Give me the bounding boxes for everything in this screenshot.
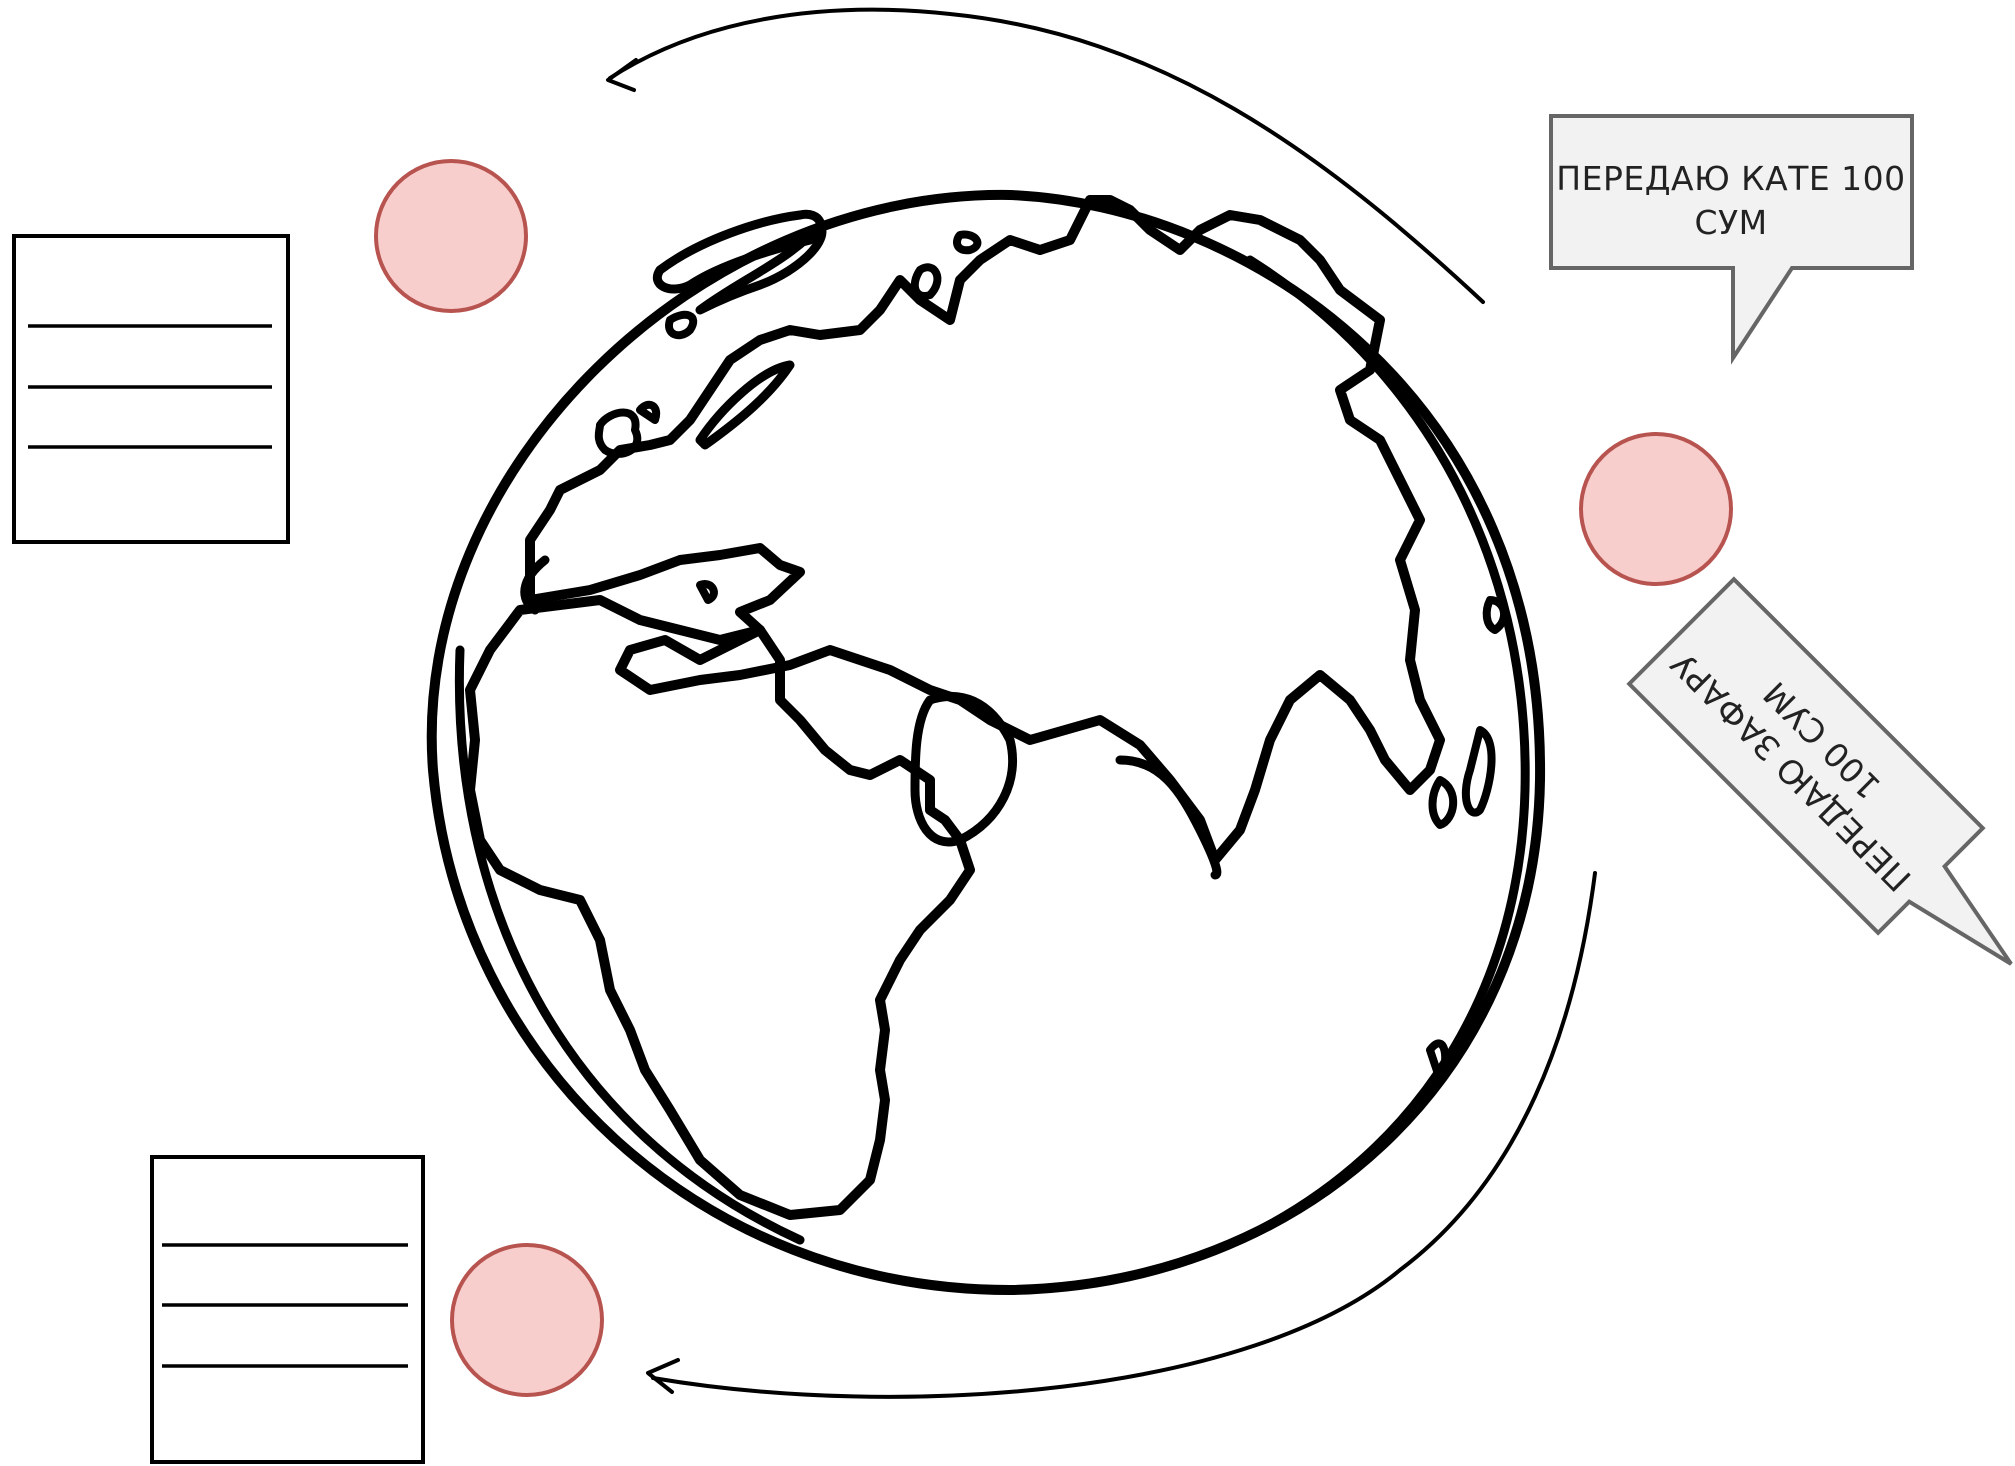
speech-bubble-top: ПЕРЕДАЮ КАТЕ 100 СУМ (1549, 114, 1914, 365)
arrow-top (606, 7, 1485, 304)
node-bottom-left (450, 1243, 604, 1397)
node-right (1579, 432, 1733, 586)
arrow-bottom (646, 871, 1597, 1399)
ledger-box-bottom-left (150, 1155, 425, 1464)
ledger-box-top-left (12, 234, 290, 544)
bubble-top-line1: ПЕРЕДАЮ КАТЕ 100 (1556, 159, 1905, 198)
bubble-top-line2: СУМ (1694, 203, 1767, 242)
speech-bubble-rotated: ПЕРЕДАЮ ЗАФАРУ 100 СУМ (1626, 576, 2013, 966)
globe-icon (426, 189, 1546, 1295)
node-top-left (374, 159, 528, 313)
